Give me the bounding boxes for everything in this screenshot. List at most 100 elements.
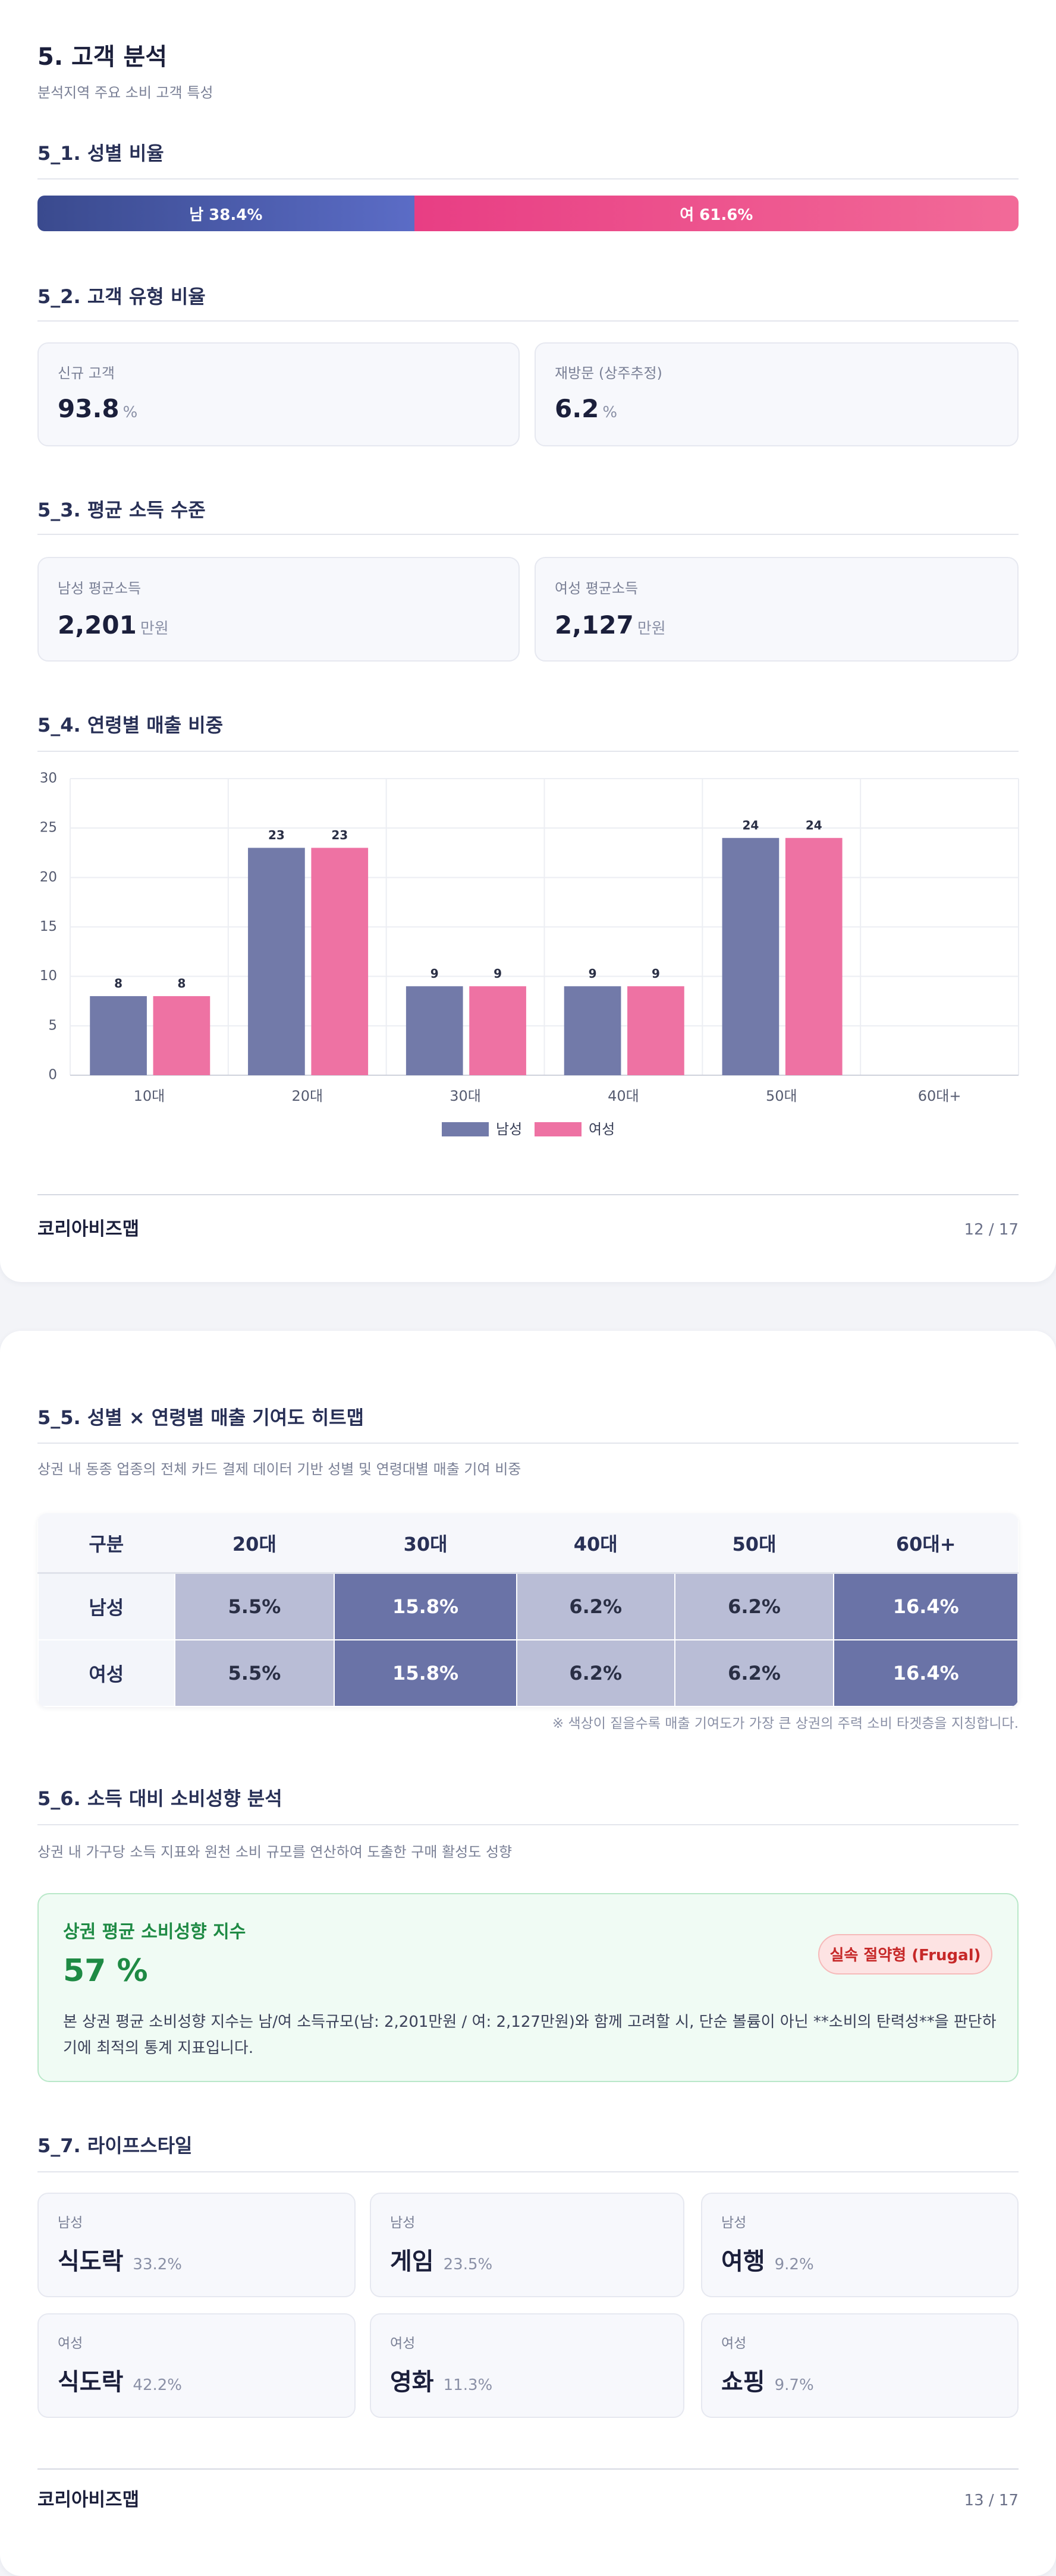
stat-value-wrap: 2,127 만원 [555,613,666,638]
subsection-subtitle: 상권 내 가구당 소득 지표와 원천 소비 규모를 연산하여 도출한 구매 활성… [37,1844,513,1860]
stat-card [37,342,520,446]
lifestyle-share: 9.2% [774,2256,814,2273]
gender-segment: 여 61.6% [414,196,1019,231]
stat-label: 재방문 (상주추정) [555,365,662,382]
bar [564,986,621,1075]
stat-unit: % [122,404,138,421]
lifestyle-value: 여행 9.2% [721,2250,814,2273]
legend-label: 여성 [589,1121,615,1138]
lifestyle-card [701,2193,1019,2297]
subsection-title: 5_1. 성별 비율 [37,142,164,165]
stat-unit: 만원 [140,620,169,638]
footer-brand: 코리아비즈맵 [37,2489,140,2511]
heatmap-row-header: 남성 [37,1572,175,1640]
x-tick-label: 60대+ [918,1088,961,1104]
propensity-body: 본 상권 평균 소비성향 지수는 남/여 소득규모(남: 2,201만원 / 여… [63,2013,997,2057]
divider [37,751,1019,752]
x-tick-label: 10대 [134,1088,165,1104]
subsection-title: 5_5. 성별 × 연령별 매출 기여도 히트맵 [37,1406,364,1429]
lifestyle-item: 쇼핑 [721,2369,765,2396]
divider [37,320,1019,322]
heatmap-header-cell: 20대 [174,1513,335,1574]
lifestyle-gender: 여성 [58,2336,83,2351]
y-tick-label: 5 [48,1018,57,1033]
propensity-value: 57 % [63,1953,148,1989]
lifestyle-value: 영화 11.3% [390,2370,492,2394]
heatmap-cell: 6.2% [674,1639,835,1707]
heatmap-header-row: 구분 20대 30대 40대 50대 60대+ [38,1513,1018,1574]
stat-unit: 만원 [637,620,666,638]
heatmap-row: 여성 5.5% 15.8% 6.2% 6.2% 16.4% [37,1639,1019,1707]
bar [406,986,463,1075]
lifestyle-share: 23.5% [443,2256,493,2273]
lifestyle-gender: 남성 [390,2215,416,2231]
heatmap-header-cell: 60대+ [834,1513,1018,1574]
lifestyle-gender: 남성 [721,2215,747,2231]
x-tick-label: 40대 [608,1088,639,1104]
propensity-title: 상권 평균 소비성향 지수 [63,1922,246,1942]
divider [37,1824,1019,1825]
y-tick-label: 25 [40,820,57,836]
heatmap-header-cell: 50대 [674,1513,834,1574]
stat-label: 남성 평균소득 [58,580,142,597]
bar [785,837,843,1075]
lifestyle-card [370,2193,684,2297]
bar [722,837,780,1075]
age-sales-chart: 0 5 10 15 20 25 30 8 23 9 9 24 8 23 9 9 24 10대 20대 30대 40대 50… [40,771,1019,1138]
footer-divider [37,1194,1019,1195]
stat-card [535,557,1019,662]
bar-value-label: 9 [430,966,439,981]
subsection-subtitle: 상권 내 동종 업종의 전체 카드 결제 데이터 기반 성별 및 연령대별 매출… [37,1461,521,1478]
page-number: 12 / 17 [964,1221,1019,1239]
x-tick-label: 20대 [291,1088,323,1104]
lifestyle-share: 42.2% [133,2376,183,2394]
stat-value: 93.8 [58,394,120,423]
legend-swatch [535,1122,582,1136]
lifestyle-gender: 여성 [390,2336,416,2351]
x-tick-label: 30대 [450,1088,481,1104]
propensity-badge: 실속 절약형 (Frugal) [818,1934,992,1974]
stat-card [37,557,520,662]
subsection-title: 5_2. 고객 유형 비율 [37,285,206,308]
gender-segment: 남 38.4% [37,196,414,231]
lifestyle-value: 게임 23.5% [390,2250,492,2273]
section-title: 5. 고객 분석 [37,43,168,71]
heatmap-cell: 5.5% [174,1639,335,1707]
y-tick-label: 15 [40,919,57,934]
stat-value-wrap: 6.2% [555,396,617,421]
subsection-title: 5_6. 소득 대비 소비성향 분석 [37,1787,282,1810]
divider [37,2171,1019,2172]
lifestyle-item: 식도락 [58,2248,124,2275]
bar-value-label: 23 [331,828,348,842]
stat-value: 2,201 [58,610,137,640]
bar-value-label: 8 [177,976,186,990]
x-tick-label: 50대 [766,1088,797,1104]
lifestyle-item: 게임 [390,2248,434,2275]
divider [37,534,1019,535]
lifestyle-share: 11.3% [443,2376,493,2394]
bar-value-label: 24 [806,818,822,832]
heatmap-cell: 6.2% [516,1639,675,1707]
heatmap-cell: 6.2% [516,1572,675,1640]
stat-value: 2,127 [555,610,634,640]
stat-unit: % [602,404,618,421]
bar-value-label: 9 [589,966,597,981]
heatmap-table: 구분 20대 30대 40대 50대 60대+ 남성 5.5% 15.8% 6.2% 6.2% 16.… [37,1513,1019,1707]
heatmap-cell: 16.4% [833,1572,1019,1640]
bar-value-label: 9 [494,966,502,981]
stat-card [535,342,1019,446]
heatmap-note: ※ 색상이 짙을수록 매출 기여도가 가장 큰 상권의 주력 소비 타겟층을 지… [552,1716,1019,1731]
heatmap-header-cell: 구분 [38,1513,175,1574]
bar [153,996,210,1075]
bar [90,996,147,1075]
bar [469,986,526,1075]
heatmap-cell: 16.4% [833,1639,1019,1707]
y-tick-label: 0 [48,1067,57,1083]
heatmap-header-cell: 40대 [516,1513,675,1574]
bar-value-label: 8 [114,976,122,990]
propensity-box [37,1893,1019,2082]
y-tick-label: 10 [40,968,57,984]
gender-bar: 남 38.4% 여 61.6% [37,196,1019,231]
lifestyle-card [701,2313,1019,2418]
